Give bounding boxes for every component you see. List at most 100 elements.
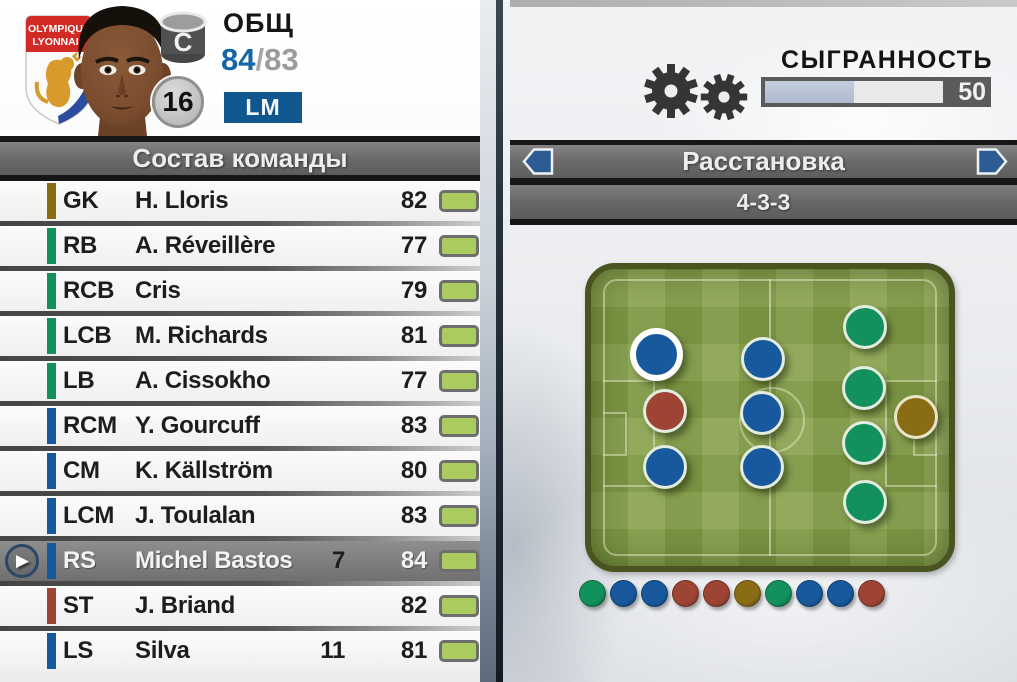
- player-position: LCB: [63, 322, 112, 349]
- formation-title: Расстановка: [510, 145, 1017, 178]
- player-position: GK: [63, 187, 99, 214]
- squad-row-lcb[interactable]: LCB M. Richards 81: [0, 316, 480, 356]
- position-color-bar: [47, 453, 56, 489]
- position-color-bar: [47, 183, 56, 219]
- formation-pitch[interactable]: [585, 263, 955, 572]
- bench-dot-10[interactable]: [858, 580, 885, 607]
- bench-dot-1[interactable]: [579, 580, 606, 607]
- formation-dot-rcm[interactable]: [741, 337, 785, 381]
- row-separator: [0, 581, 480, 586]
- position-color-bar: [47, 363, 56, 399]
- overall-label: ОБЩ: [223, 8, 294, 38]
- player-position: RS: [63, 547, 96, 574]
- position-color-bar: [47, 318, 56, 354]
- player-position: LCM: [63, 502, 115, 529]
- player-photo: [74, 6, 171, 136]
- player-rating: 80: [400, 457, 427, 484]
- bench-dot-2[interactable]: [610, 580, 637, 607]
- player-name: A. Cissokho: [135, 367, 271, 394]
- formation-dot-rcb[interactable]: [842, 366, 886, 410]
- formation-dot-lcb[interactable]: [842, 421, 886, 465]
- formation-dot-rs[interactable]: [629, 327, 683, 381]
- bench-dot-6[interactable]: [734, 580, 761, 607]
- pitch-penalty-box-left: [603, 380, 655, 487]
- chemistry-track: [765, 81, 943, 103]
- player-name: J. Briand: [135, 592, 235, 619]
- player-name: Michel Bastos: [135, 547, 293, 574]
- rating-slash: /: [255, 42, 265, 77]
- player-rating: 79: [400, 277, 427, 304]
- player-rating: 82: [400, 187, 427, 214]
- divider-bar: [0, 136, 480, 142]
- squad-row-ls[interactable]: LS Silva 11 81: [0, 631, 480, 671]
- player-position: CM: [63, 457, 100, 484]
- row-separator: [0, 266, 480, 271]
- divider-bar: [0, 175, 480, 181]
- player-shirt-number: 11: [320, 637, 345, 664]
- fitness-indicator: [439, 595, 479, 617]
- row-separator: [0, 536, 480, 541]
- chemistry-label: СЫГРАННОСТЬ: [781, 46, 993, 74]
- player-position: LB: [63, 367, 95, 394]
- bench-dot-5[interactable]: [703, 580, 730, 607]
- bench-dot-7[interactable]: [765, 580, 792, 607]
- player-rating: 83: [400, 412, 427, 439]
- squad-row-lcm[interactable]: LCM J. Toulalan 83: [0, 496, 480, 536]
- formation-dot-st[interactable]: [643, 389, 687, 433]
- player-name: H. Lloris: [135, 187, 229, 214]
- formation-dot-lcm[interactable]: [740, 445, 784, 489]
- overall-rating: 84/83: [221, 42, 299, 78]
- player-name: Silva: [135, 637, 190, 664]
- formation-dot-ls[interactable]: [643, 445, 687, 489]
- position-badge: LM: [224, 92, 302, 123]
- player-name: J. Toulalan: [135, 502, 256, 529]
- squad-row-cm[interactable]: CM K. Källström 80: [0, 451, 480, 491]
- bench-dot-8[interactable]: [796, 580, 823, 607]
- bench-dot-9[interactable]: [827, 580, 854, 607]
- squad-row-rcm[interactable]: RCM Y. Gourcuff 83: [0, 406, 480, 446]
- row-separator: [0, 356, 480, 361]
- formation-dot-lb[interactable]: [843, 480, 887, 524]
- player-rating: 83: [400, 502, 427, 529]
- bench-dot-3[interactable]: [641, 580, 668, 607]
- squad-row-rcb[interactable]: RCB Cris 79: [0, 271, 480, 311]
- formation-dot-rb[interactable]: [843, 305, 887, 349]
- divider-bar: [510, 140, 1017, 145]
- player-shirt-number: 7: [331, 547, 345, 574]
- player-position: LS: [63, 637, 94, 664]
- position-color-bar: [47, 273, 56, 309]
- tactics-gears-icon[interactable]: [638, 60, 758, 124]
- panel-divider: [496, 0, 503, 682]
- bench-dot-4[interactable]: [672, 580, 699, 607]
- formation-dot-gk[interactable]: [894, 395, 938, 439]
- player-rating: 77: [400, 367, 427, 394]
- prev-arrow-button[interactable]: [522, 148, 554, 175]
- chemistry-value: 50: [958, 78, 986, 106]
- squad-row-lb[interactable]: LB A. Cissokho 77: [0, 361, 480, 401]
- squad-list: GK H. Lloris 82 RB A. Réveillère 77 RCB Cris 79 L…: [0, 181, 480, 671]
- next-arrow-button[interactable]: [976, 148, 1008, 175]
- chemistry-bar: 50: [761, 77, 991, 107]
- squad-row-st[interactable]: ST J. Briand 82: [0, 586, 480, 626]
- fitness-indicator: [439, 190, 479, 212]
- position-color-bar: [47, 633, 56, 669]
- fitness-indicator: [439, 505, 479, 527]
- squad-row-gk[interactable]: GK H. Lloris 82: [0, 181, 480, 221]
- fitness-indicator: [439, 460, 479, 482]
- squad-header: Состав команды: [0, 142, 480, 175]
- fitness-indicator: [439, 640, 479, 662]
- squad-row-rb[interactable]: RB A. Réveillère 77: [0, 226, 480, 266]
- formation-name: 4-3-3: [510, 185, 1017, 219]
- formation-dot-cm[interactable]: [740, 391, 784, 435]
- player-position: RCM: [63, 412, 117, 439]
- rating-potential: 83: [264, 42, 299, 77]
- row-separator: [0, 626, 480, 631]
- squad-row-rs[interactable]: ▶ RS Michel Bastos 7 84: [0, 541, 480, 581]
- row-separator: [0, 311, 480, 316]
- position-color-bar: [47, 498, 56, 534]
- row-separator: [0, 221, 480, 226]
- top-strip: [510, 0, 1017, 7]
- divider-bar: [510, 219, 1017, 225]
- fitness-indicator: [439, 280, 479, 302]
